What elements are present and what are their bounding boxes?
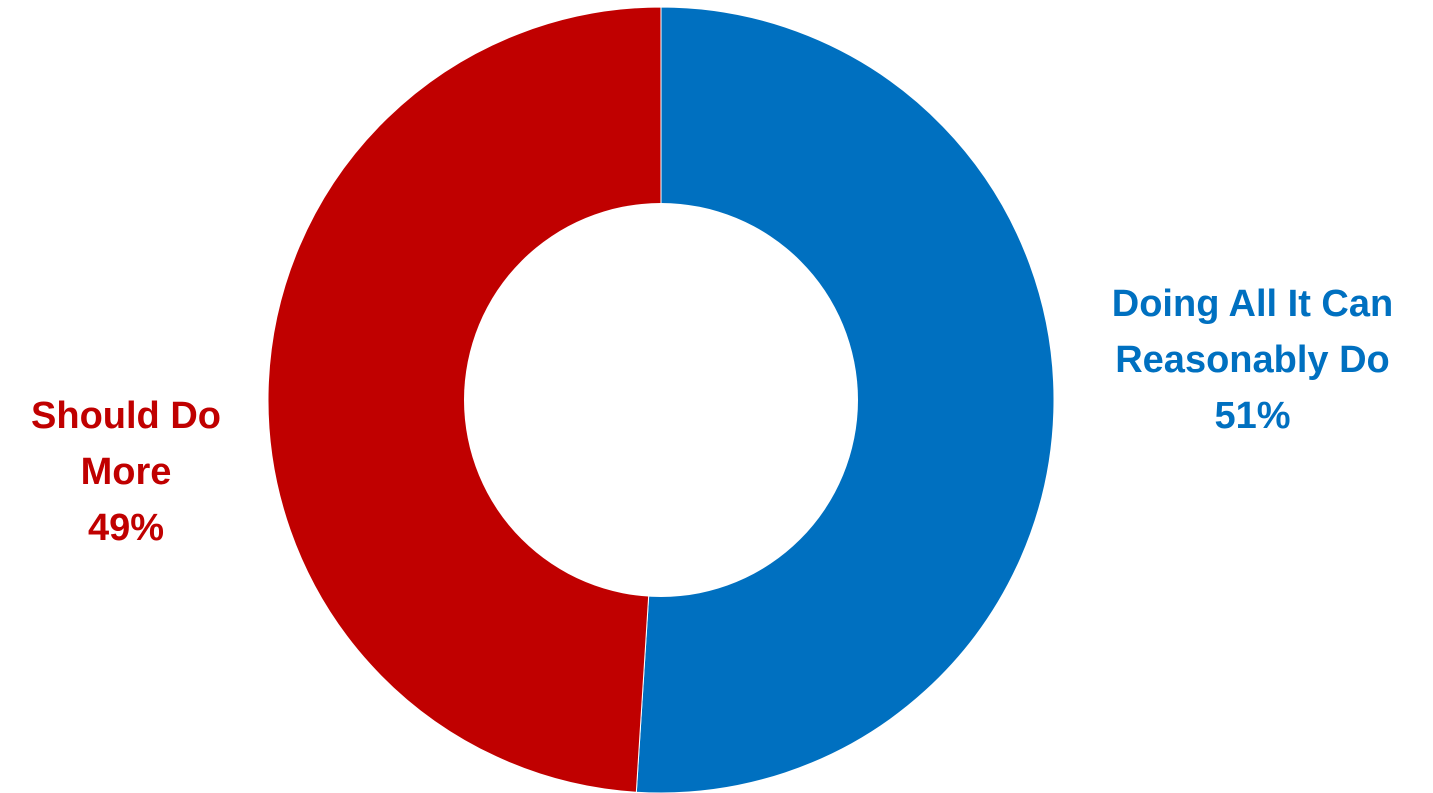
slice-label-line: More	[80, 451, 172, 493]
slice-label-line: Should Do	[31, 395, 221, 437]
slice-value-label: 51%	[1214, 395, 1291, 437]
slice-label-doing-all-it-can: Doing All It Can Reasonably Do 51%	[1080, 276, 1425, 444]
slice-value-label: 49%	[87, 507, 165, 549]
donut-hole	[464, 203, 858, 597]
slice-label-should-do-more: Should Do More 49%	[0, 388, 252, 556]
slice-label-line: Doing All It Can	[1111, 283, 1394, 325]
slice-label-line: Reasonably Do	[1115, 339, 1390, 381]
